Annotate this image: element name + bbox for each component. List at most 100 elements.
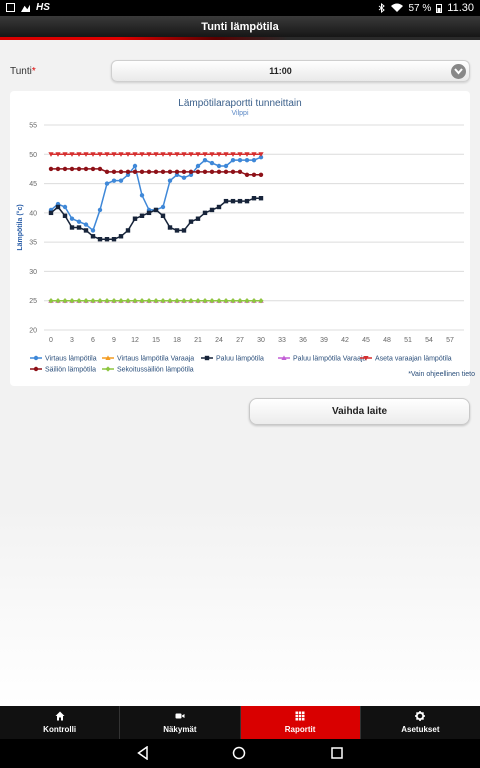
data-point: [83, 166, 89, 172]
x-tick-label: 6: [91, 337, 95, 344]
legend-marker: [204, 355, 210, 361]
data-point: [132, 163, 138, 169]
data-point: [97, 298, 103, 304]
gallery-icon: [6, 3, 15, 12]
data-point: [139, 193, 145, 198]
data-point: [181, 228, 187, 233]
data-point: [237, 169, 243, 175]
tab-kontrolli[interactable]: Kontrolli: [0, 706, 121, 739]
data-point: [216, 298, 222, 304]
legend-label: Aseta varaajan lämpötila: [375, 356, 452, 363]
data-point: [132, 152, 138, 157]
data-point: [195, 216, 201, 221]
hour-select[interactable]: 11:00: [111, 60, 470, 82]
legend-marker: [33, 355, 39, 361]
home-circle-icon[interactable]: [232, 746, 246, 760]
data-point: [223, 163, 229, 169]
data-point: [97, 152, 103, 157]
data-point: [55, 152, 61, 157]
data-point: [118, 298, 124, 304]
y-tick-label: 55: [29, 123, 37, 130]
data-point: [104, 298, 110, 304]
data-point: [230, 198, 236, 204]
legend-label: Sekoitussäiliön lämpötila: [117, 367, 194, 374]
data-point: [132, 216, 138, 221]
tab-nakymat[interactable]: Näkymät: [120, 706, 241, 739]
data-point: [90, 228, 96, 233]
data-point: [76, 225, 82, 230]
video-camera-icon: [175, 713, 185, 719]
data-point: [62, 204, 68, 210]
x-tick-label: 33: [278, 337, 286, 344]
recents-icon[interactable]: [331, 747, 343, 759]
data-point: [69, 166, 75, 172]
chevron-down-icon[interactable]: [451, 64, 466, 79]
data-point: [125, 152, 131, 157]
legend-marker: [105, 355, 111, 360]
required-mark: *: [31, 66, 36, 77]
y-tick-label: 30: [29, 269, 37, 276]
data-point: [48, 298, 54, 304]
data-point: [181, 175, 187, 180]
data-point: [202, 298, 208, 304]
data-point: [237, 157, 243, 163]
data-point: [69, 216, 75, 221]
data-point: [202, 210, 208, 216]
x-tick-label: 21: [194, 337, 202, 344]
data-point: [111, 152, 117, 157]
y-tick-label: 50: [29, 152, 37, 159]
image-icon: [21, 4, 30, 12]
data-point: [244, 172, 250, 177]
data-point: [104, 152, 110, 157]
tab-raportit[interactable]: Raportit: [240, 706, 361, 739]
x-tick-label: 42: [341, 337, 349, 344]
data-point: [167, 152, 173, 157]
data-point: [202, 152, 208, 157]
x-tick-label: 24: [215, 337, 223, 344]
data-point: [97, 237, 103, 242]
data-point: [209, 298, 215, 304]
data-point: [167, 298, 173, 304]
data-point: [237, 152, 243, 157]
data-point: [237, 198, 243, 204]
data-point: [139, 298, 145, 304]
data-point: [69, 152, 75, 157]
data-point: [62, 213, 68, 218]
data-point: [125, 228, 131, 233]
data-point: [223, 298, 229, 304]
data-point: [48, 152, 54, 157]
bluetooth-icon: [379, 3, 386, 13]
data-point: [188, 152, 194, 157]
switch-device-button[interactable]: Vaihda laite: [249, 398, 470, 425]
data-point: [174, 152, 180, 157]
x-tick-label: 3: [70, 337, 74, 344]
legend-label: Virtaus lämpötila Varaaja: [117, 356, 194, 363]
data-point: [69, 225, 75, 230]
disclaimer-note: *Vain ohjeellinen tieto: [408, 371, 475, 378]
x-tick-label: 51: [404, 337, 412, 344]
data-point: [111, 298, 117, 304]
battery-icon: [436, 4, 443, 13]
data-point: [83, 152, 89, 157]
system-nav-bar: [0, 739, 480, 768]
data-point: [90, 166, 96, 172]
data-point: [251, 196, 257, 201]
battery-percent: 57 %: [408, 2, 432, 14]
y-tick-label: 25: [29, 298, 37, 305]
data-point: [139, 152, 145, 157]
data-point: [209, 207, 215, 213]
grid-icon: [295, 711, 305, 721]
tab-asetukset[interactable]: Asetukset: [361, 706, 480, 739]
data-point: [223, 152, 229, 157]
data-point: [258, 172, 264, 177]
back-icon[interactable]: [137, 746, 149, 760]
data-point: [251, 172, 257, 177]
data-point: [104, 237, 110, 242]
data-point: [55, 298, 61, 304]
data-point: [83, 222, 89, 227]
data-point: [160, 204, 166, 210]
data-point: [216, 163, 222, 169]
data-point: [146, 298, 152, 304]
legend-marker: [105, 366, 111, 372]
